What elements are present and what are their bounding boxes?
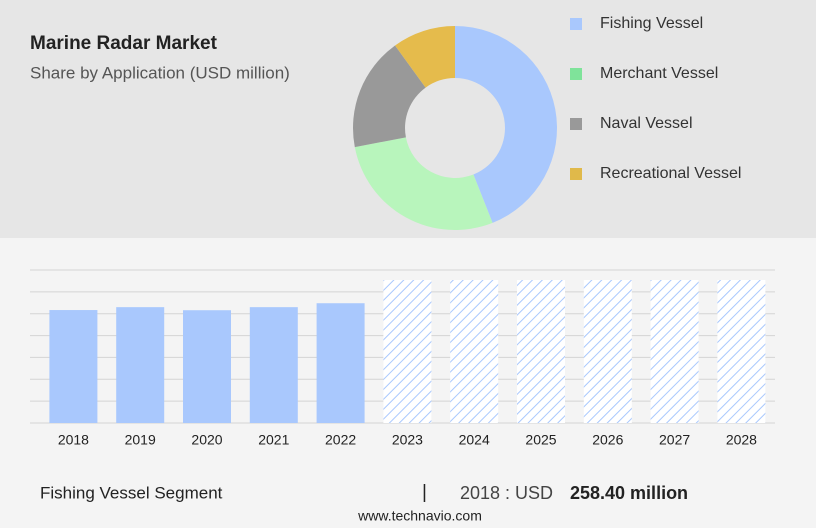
x-tick-label: 2025	[525, 432, 556, 448]
x-tick-label: 2023	[392, 432, 423, 448]
footer-separator: |	[422, 482, 427, 503]
bar	[249, 307, 298, 423]
x-tick-label: 2028	[726, 432, 757, 448]
donut-slice	[395, 26, 455, 88]
footer-label: 2018 : USD	[460, 483, 553, 503]
chart-subtitle: Share by Application (USD million)	[30, 63, 290, 82]
legend-swatch	[570, 68, 582, 80]
x-tick-label: 2019	[125, 432, 156, 448]
legend-swatch	[570, 168, 582, 180]
donut-slice	[455, 26, 558, 223]
footer-value: 258.40 million	[570, 483, 688, 503]
legend-label: Naval Vessel	[600, 115, 693, 132]
bar	[316, 303, 365, 423]
legend-label: Recreational Vessel	[600, 165, 741, 182]
x-tick-label: 2026	[592, 432, 623, 448]
forecast-bar	[450, 280, 499, 423]
x-tick-label: 2018	[58, 432, 89, 448]
donut-slice	[354, 137, 493, 230]
legend-swatch	[570, 118, 582, 130]
x-tick-label: 2022	[325, 432, 356, 448]
footer-segment: Fishing Vessel Segment	[40, 483, 223, 502]
forecast-bar	[583, 280, 632, 423]
donut-slice	[352, 45, 426, 148]
bar	[116, 307, 165, 423]
legend-label: Fishing Vessel	[600, 15, 703, 32]
forecast-bar	[383, 280, 432, 423]
chart-title: Marine Radar Market	[30, 33, 218, 54]
x-tick-label: 2021	[258, 432, 289, 448]
x-tick-label: 2020	[191, 432, 222, 448]
forecast-bar	[717, 280, 766, 423]
forecast-bar	[650, 280, 699, 423]
legend-label: Merchant Vessel	[600, 65, 718, 82]
x-tick-label: 2024	[459, 432, 490, 448]
legend-swatch	[570, 18, 582, 30]
bar	[49, 310, 98, 423]
footer-source: www.technavio.com	[357, 508, 482, 524]
bar	[183, 310, 231, 423]
forecast-bar	[517, 280, 565, 423]
x-tick-label: 2027	[659, 432, 690, 448]
